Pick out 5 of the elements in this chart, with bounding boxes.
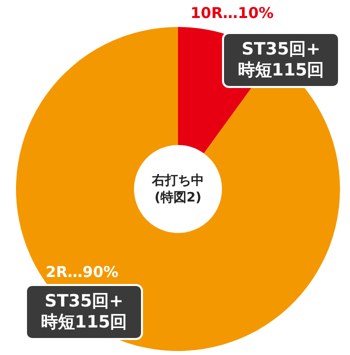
text: ST35回+ 時短115回 [40,292,128,332]
slice-label: 2R…90% [46,263,118,281]
text: ST35回+ 時短115回 [238,40,324,80]
text: 右打ち中 (特図2) [151,174,204,206]
slice-label: 10R…10% [190,4,274,22]
